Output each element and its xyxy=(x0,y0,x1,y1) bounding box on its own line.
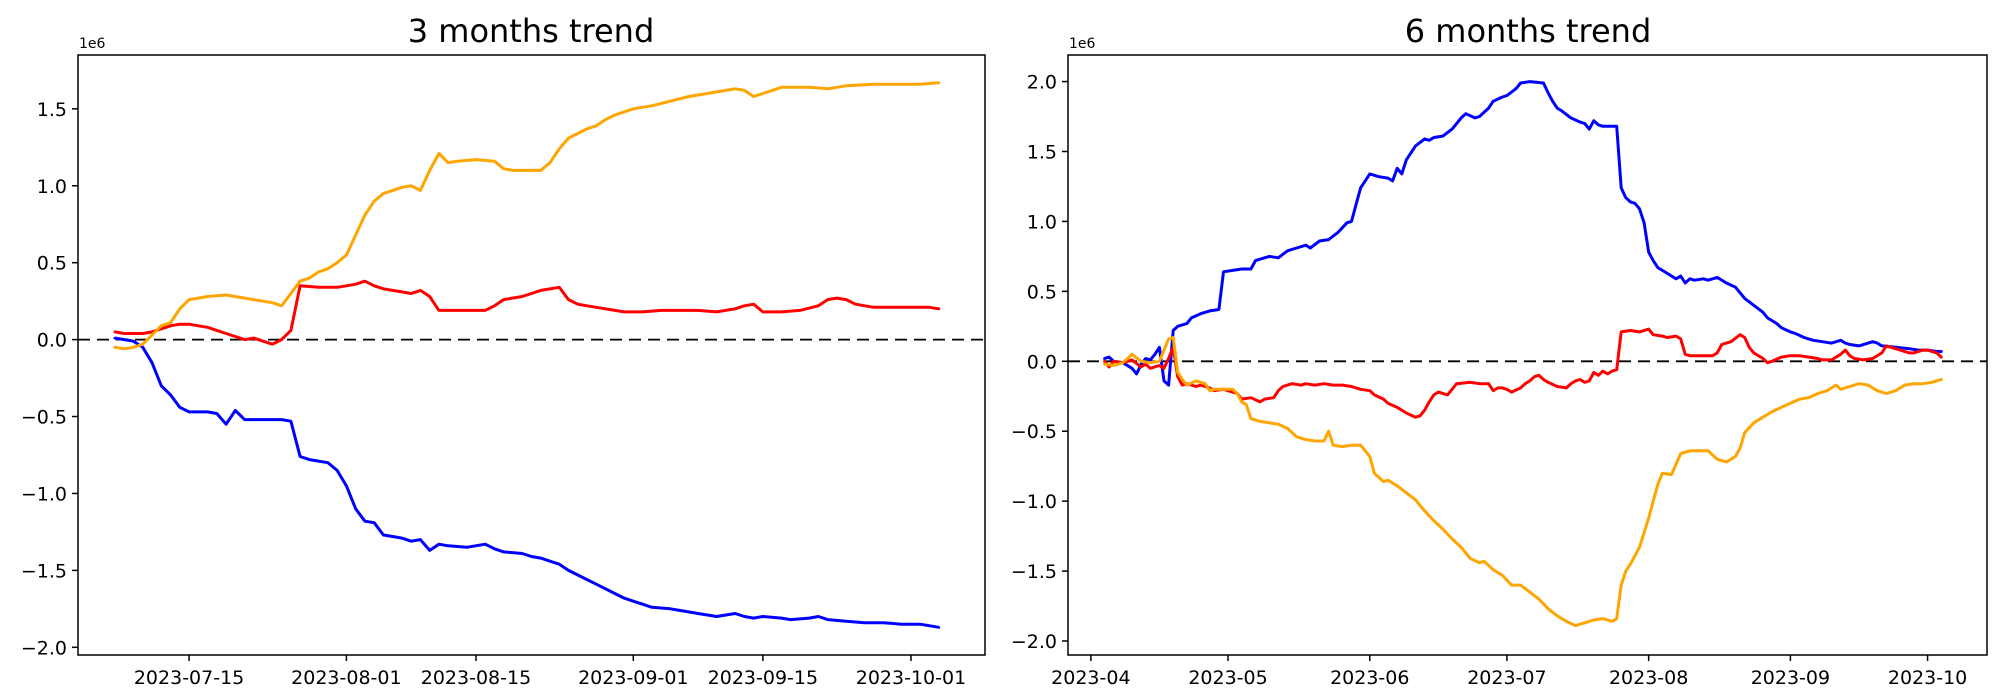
y-tick-label: 0.0 xyxy=(37,330,67,352)
blue-series-line xyxy=(113,336,941,629)
x-tick-label: 2023-07-15 xyxy=(134,667,244,689)
y-tick-label: −1.0 xyxy=(21,483,67,505)
y-tick-label: −1.0 xyxy=(1011,491,1057,513)
x-tick-label: 2023-06 xyxy=(1330,667,1409,689)
y-tick-label: −0.5 xyxy=(21,407,67,429)
plot-area: 2.0 1.5 1.0 0.5 0.0 −0.5 −1.0 −1.5 −2.0 2023-04 20… xyxy=(1011,54,1988,689)
blue-series-line xyxy=(1103,80,1943,387)
y-tick-label: −1.5 xyxy=(1011,561,1057,583)
y-axis-offset-label: 1e6 xyxy=(79,36,106,52)
x-tick-label: 2023-10-01 xyxy=(856,667,966,689)
x-tick-label: 2023-08-15 xyxy=(421,667,531,689)
y-tick-label: 1.0 xyxy=(1027,211,1057,233)
y-tick-label: 2.0 xyxy=(1027,72,1057,94)
chart-6-months-trend: 6 months trend 1e6 2.0 1.5 1.0 0.5 0.0 −0.5 −1… xyxy=(1011,12,1988,689)
chart-title: 6 months trend xyxy=(1405,12,1652,50)
y-tick-label: 1.0 xyxy=(37,176,67,198)
y-axis-offset-label: 1e6 xyxy=(1069,36,1096,52)
x-tick-label: 2023-09-15 xyxy=(708,667,818,689)
x-tick-label: 2023-10 xyxy=(1888,667,1967,689)
axes-box xyxy=(77,54,986,656)
x-tick-label: 2023-05 xyxy=(1188,667,1267,689)
orange-series-line xyxy=(1103,336,1943,628)
x-tick-label: 2023-07 xyxy=(1467,667,1546,689)
x-tick-label: 2023-08 xyxy=(1609,667,1688,689)
chart-3-months-trend: 3 months trend 1e6 1.5 1.0 0.5 0.0 −0.5 −1.0 −… xyxy=(21,12,986,689)
y-tick-label: 0.5 xyxy=(37,253,67,275)
y-tick-label: −1.5 xyxy=(21,560,67,582)
plot-area: 1.5 1.0 0.5 0.0 −0.5 −1.0 −1.5 −2.0 2023-07-15 20… xyxy=(21,54,986,689)
x-tick-label: 2023-09-01 xyxy=(578,667,688,689)
x-tick-label: 2023-09 xyxy=(1751,667,1830,689)
y-tick-label: 0.0 xyxy=(1027,351,1057,373)
red-series-line xyxy=(1103,327,1943,419)
y-tick-label: −2.0 xyxy=(1011,631,1057,653)
chart-title: 3 months trend xyxy=(408,12,655,50)
y-tick-label: 1.5 xyxy=(1027,142,1057,164)
red-series-line xyxy=(113,279,941,346)
axes-box xyxy=(1067,54,1988,656)
y-tick-label: 1.5 xyxy=(37,99,67,121)
y-tick-label: 0.5 xyxy=(1027,281,1057,303)
y-tick-label: −0.5 xyxy=(1011,421,1057,443)
x-tick-label: 2023-04 xyxy=(1051,667,1130,689)
x-tick-label: 2023-08-01 xyxy=(291,667,401,689)
y-tick-label: −2.0 xyxy=(21,637,67,659)
orange-series-line xyxy=(113,81,941,351)
